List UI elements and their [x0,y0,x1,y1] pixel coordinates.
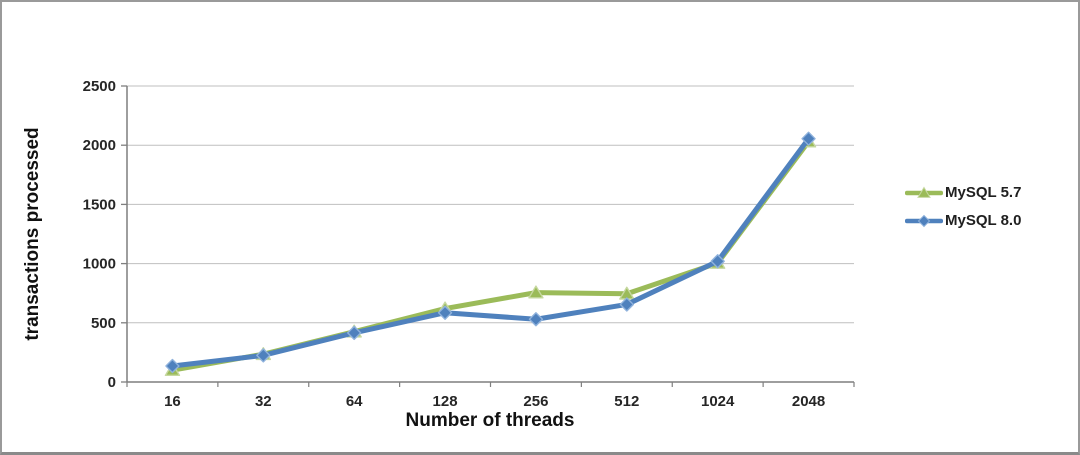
legend-item-mysql-57: MySQL 5.7 [905,184,1021,201]
data-point-marker [256,348,271,363]
data-point-marker [528,285,544,299]
y-tick-label: 1500 [83,196,116,213]
data-point-marker [437,305,453,320]
x-tick-label: 512 [614,393,639,410]
series-line-0 [169,139,812,373]
x-tick-label: 32 [255,393,272,410]
data-point-marker [801,131,816,146]
y-tick-label: 2000 [83,137,116,154]
x-axis-title: Number of threads [405,410,575,431]
y-tick-label: 500 [91,315,116,332]
data-point-marker [710,254,725,269]
legend-swatch-mysql-57-icon [905,186,943,198]
data-point-marker [619,297,635,312]
x-tick-label: 16 [164,393,181,410]
legend-swatch-mysql-80-icon [905,214,943,227]
series-line-1 [169,136,812,369]
y-tick-label: 1000 [83,256,116,273]
x-tick-label: 256 [523,393,548,410]
x-tick-label: 64 [346,393,363,410]
x-tick-label: 1024 [701,393,735,410]
legend-label-mysql-57: MySQL 5.7 [945,184,1022,201]
y-tick-label: 0 [108,374,116,391]
x-tick-label: 2048 [792,393,825,410]
x-tick-label: 128 [433,393,458,410]
y-tick-label: 2500 [83,78,116,95]
legend-label-mysql-80: MySQL 8.0 [945,212,1022,229]
data-point-marker [528,312,544,327]
data-point-marker [346,325,362,341]
legend-item-mysql-80: MySQL 8.0 [905,212,1021,229]
data-point-marker [165,358,180,374]
legend: MySQL 5.7 MySQL 8.0 [905,184,1021,229]
